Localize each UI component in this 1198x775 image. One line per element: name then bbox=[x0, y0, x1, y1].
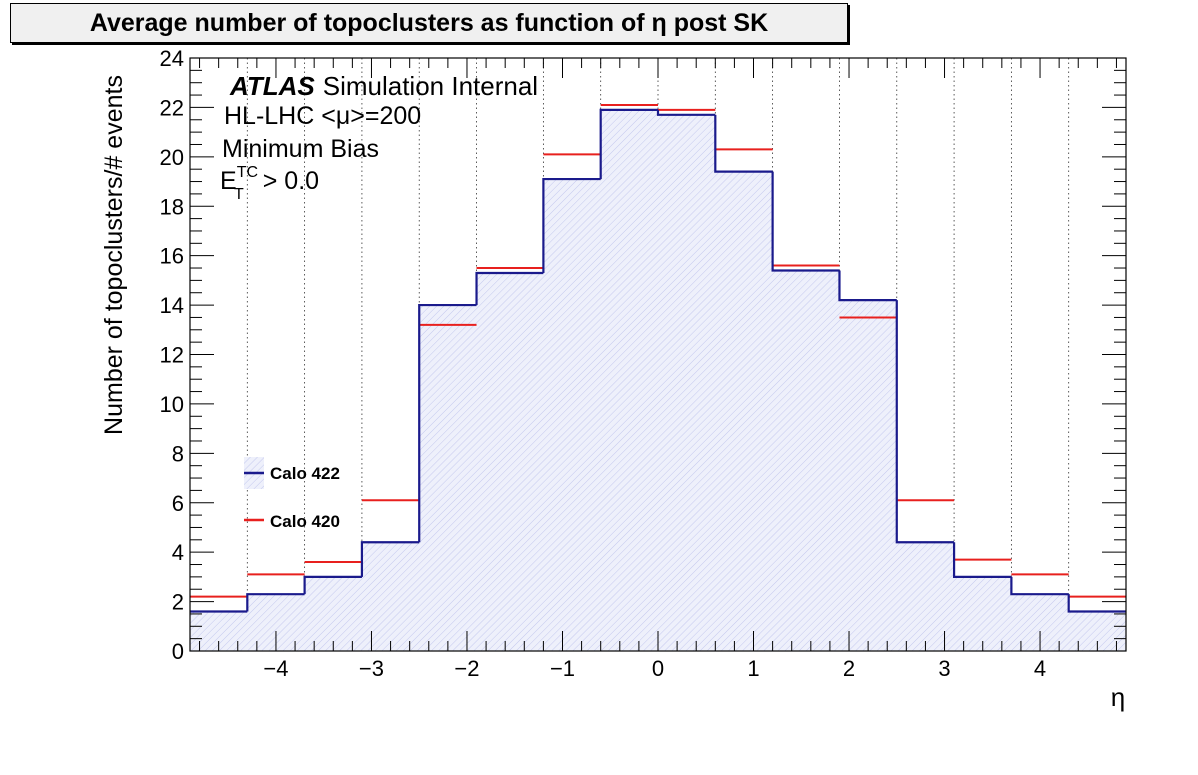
y-tick-label: 10 bbox=[160, 392, 184, 417]
y-tick-label: 12 bbox=[160, 343, 184, 368]
y-tick-label: 6 bbox=[172, 491, 184, 516]
histogram-bin bbox=[838, 270, 897, 302]
histogram-bin bbox=[1010, 576, 1069, 596]
histogram-bin bbox=[303, 575, 362, 595]
et-cut-text: ETC T > 0.0 bbox=[220, 164, 319, 203]
histogram-bin bbox=[599, 108, 658, 180]
lumi-text: HL-LHC <μ>=200 bbox=[224, 102, 421, 130]
atlas-label: ATLAS Simulation Internal HL-LHC <μ>=200 … bbox=[220, 71, 538, 203]
histogram-bin bbox=[475, 271, 544, 306]
histogram-bin bbox=[418, 303, 477, 543]
y-axis-label: Number of topoclusters/# events bbox=[100, 75, 128, 435]
histogram-bin bbox=[895, 300, 955, 544]
histogram-bin bbox=[656, 109, 716, 116]
y-tick-label: 24 bbox=[160, 46, 184, 71]
legend-label: Calo 422 bbox=[270, 464, 340, 483]
x-tick-label: 4 bbox=[1034, 656, 1046, 681]
legend-item-calo-422: Calo 422 bbox=[244, 457, 340, 489]
y-tick-label: 16 bbox=[160, 244, 184, 269]
histogram-bin bbox=[1067, 594, 1126, 613]
x-tick-label: −3 bbox=[359, 656, 384, 681]
et-subscript: T bbox=[234, 186, 244, 203]
histogram-bin bbox=[771, 171, 840, 272]
histogram-fill bbox=[190, 109, 1126, 651]
y-tick-label: 20 bbox=[160, 145, 184, 170]
legend-item-calo-420: Calo 420 bbox=[244, 512, 340, 531]
series-calo-420 bbox=[190, 103, 1126, 598]
x-tick-label: −2 bbox=[454, 656, 479, 681]
atlas-suffix-text: Simulation Internal bbox=[323, 71, 538, 101]
y-tick-label: 14 bbox=[160, 293, 184, 318]
y-tick-label: 2 bbox=[172, 590, 184, 615]
et-symbol: E bbox=[220, 167, 237, 195]
atlas-text: ATLAS bbox=[229, 71, 315, 101]
x-tick-label: −1 bbox=[550, 656, 575, 681]
x-tick-label: 2 bbox=[843, 656, 855, 681]
et-cut-value: > 0.0 bbox=[256, 167, 319, 195]
x-tick-label: 1 bbox=[747, 656, 759, 681]
y-tick-label: 8 bbox=[172, 441, 184, 466]
series-calo-422 bbox=[190, 108, 1126, 613]
histogram-bin bbox=[952, 542, 1012, 578]
legend-label: Calo 420 bbox=[270, 512, 340, 531]
series-layer bbox=[190, 103, 1126, 613]
histogram-bin bbox=[542, 177, 601, 273]
x-tick-label: 0 bbox=[652, 656, 664, 681]
axis-ticks bbox=[190, 57, 1126, 652]
y-tick-label: 4 bbox=[172, 540, 184, 565]
histogram-bin bbox=[246, 593, 305, 612]
y-tick-label: 22 bbox=[160, 95, 184, 120]
x-tick-label: −4 bbox=[263, 656, 288, 681]
x-tick-labels: −4 −3 −2 −1 0 1 2 3 4 bbox=[263, 656, 1046, 681]
y-tick-label: 18 bbox=[160, 194, 184, 219]
x-axis-label: η bbox=[1111, 682, 1125, 712]
y-tick-label: 0 bbox=[172, 639, 184, 664]
histogram-bin bbox=[714, 114, 773, 173]
x-tick-label: 3 bbox=[938, 656, 950, 681]
histogram-bin bbox=[360, 541, 420, 577]
et-superscript: TC bbox=[237, 164, 258, 181]
sample-text: Minimum Bias bbox=[222, 135, 379, 163]
histogram-fill-area bbox=[190, 109, 1126, 651]
legend: Calo 422 Calo 420 bbox=[244, 457, 340, 531]
chart-title: Average number of topoclusters as functi… bbox=[10, 3, 848, 43]
